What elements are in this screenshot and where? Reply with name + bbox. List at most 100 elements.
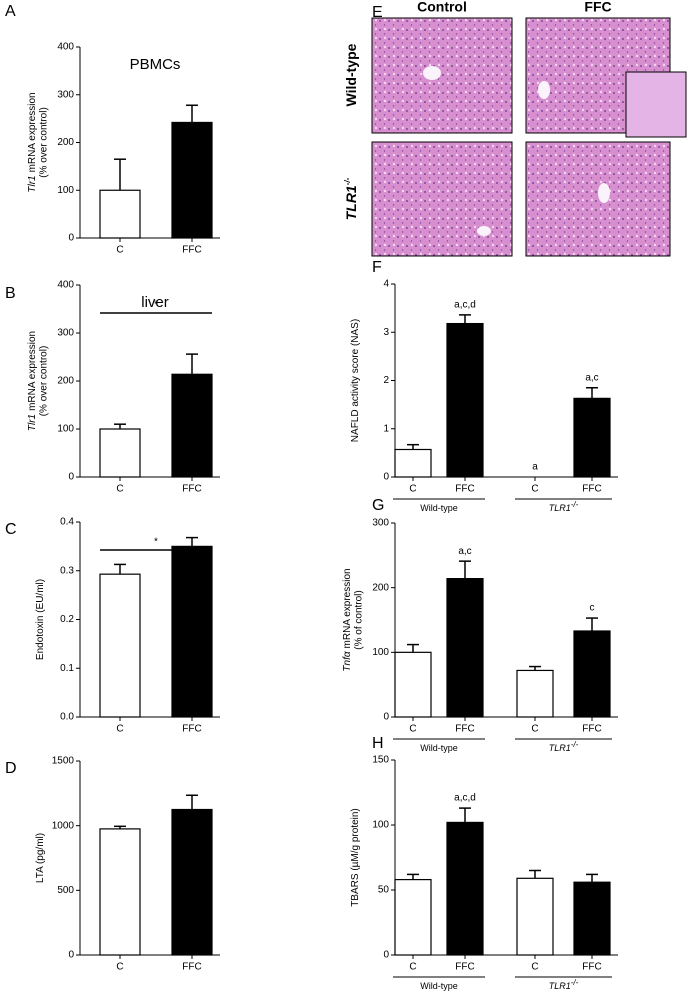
annotation: a,c,d — [454, 793, 476, 804]
panel-letter: B — [5, 285, 16, 302]
y-tick-label: 4 — [383, 279, 389, 290]
y-axis-label: Tlr1 mRNA expression — [27, 331, 38, 431]
y-axis-label-part: NAFLD activity score (NAS) — [350, 319, 361, 442]
x-tick-label: FFC — [582, 484, 601, 495]
bar — [516, 669, 554, 718]
y-tick-label: 300 — [372, 518, 389, 529]
row-label: Wild-type — [343, 43, 359, 106]
y-axis-label: LTA (pg/ml) — [35, 833, 46, 883]
y-axis-label-part: LTA (pg/ml) — [35, 833, 46, 883]
y-tick-label: 50 — [378, 885, 390, 896]
bar — [171, 808, 213, 956]
group-label: TLR1-/- — [549, 500, 579, 513]
y-tick-label: 0 — [68, 950, 74, 961]
group-label-main: Wild-type — [420, 503, 458, 513]
x-tick-label: C — [116, 962, 123, 973]
x-tick-label: FFC — [182, 724, 201, 735]
x-tick-label: FFC — [455, 724, 474, 735]
group-label-sup: -/- — [571, 978, 579, 987]
y-axis-label-part: mRNA expression — [342, 568, 353, 648]
y-axis-label-part: TBARS (µM/g protein) — [350, 808, 361, 907]
image-control-wt — [371, 17, 513, 134]
y-axis-label-part: mRNA expression — [27, 92, 38, 172]
column-label: Control — [417, 0, 467, 15]
y-tick-label: 2 — [383, 375, 389, 386]
row-label-main: Wild-type — [343, 43, 359, 106]
panel-letter: F — [372, 259, 382, 276]
y-tick-label: 0 — [383, 712, 389, 723]
y-tick-label: 3 — [383, 327, 389, 338]
bar — [516, 877, 554, 956]
y-tick-label: 1500 — [52, 756, 75, 767]
group-label-main: TLR1 — [549, 503, 571, 513]
y-axis-label: (% of control) — [354, 590, 365, 649]
annotation: a — [532, 462, 538, 473]
y-axis-label-part: Tlr1 — [27, 414, 38, 431]
y-axis-label: (% over control) — [39, 346, 50, 417]
bar — [573, 881, 611, 956]
annotation: a,c — [458, 546, 471, 557]
group-label: TLR1-/- — [549, 740, 579, 753]
y-tick-label: 200 — [57, 137, 74, 148]
group-label-main: TLR1 — [549, 981, 571, 991]
group-label: Wild-type — [420, 981, 458, 991]
y-tick-label: 500 — [57, 885, 74, 896]
group-label: Wild-type — [420, 743, 458, 753]
row-label-sup: -/- — [343, 177, 352, 185]
chart-title: PBMCs — [130, 56, 181, 73]
bar — [446, 322, 484, 478]
bar — [446, 578, 484, 718]
bar — [573, 397, 611, 478]
x-tick-label: C — [531, 724, 538, 735]
image-control-tlr1 — [371, 141, 513, 257]
y-tick-label: 1 — [383, 423, 389, 434]
y-tick-label: 0.3 — [60, 565, 74, 576]
x-tick-label: C — [531, 484, 538, 495]
bar — [394, 448, 432, 478]
group-label: TLR1-/- — [549, 978, 579, 991]
bar — [394, 651, 432, 718]
y-tick-label: 400 — [57, 280, 74, 291]
row-label: TLR1-/- — [343, 177, 359, 220]
column-label: FFC — [584, 0, 611, 15]
y-axis-label: NAFLD activity score (NAS) — [350, 319, 361, 442]
x-tick-label: C — [116, 724, 123, 735]
x-tick-label: C — [531, 962, 538, 973]
panel-letter: E — [372, 4, 383, 21]
y-tick-label: 0.2 — [60, 614, 74, 625]
image-inset — [625, 71, 687, 138]
group-label-main: TLR1 — [549, 743, 571, 753]
panel-letter: H — [372, 735, 384, 752]
bar — [171, 545, 213, 718]
x-tick-label: FFC — [582, 962, 601, 973]
y-axis-label: TBARS (µM/g protein) — [350, 808, 361, 907]
y-tick-label: 0 — [383, 950, 389, 961]
bar — [573, 630, 611, 718]
bar — [99, 428, 141, 478]
group-label-main: Wild-type — [420, 981, 458, 991]
y-axis-label-part: Tnfα — [342, 651, 353, 671]
group-label-sup: -/- — [571, 500, 579, 509]
annotation: c — [590, 603, 595, 614]
group-label: Wild-type — [420, 503, 458, 513]
annotation: a,c — [585, 372, 598, 383]
y-axis-label: Tnfα mRNA expression — [342, 568, 353, 671]
y-tick-label: 100 — [372, 820, 389, 831]
x-tick-label: FFC — [182, 962, 201, 973]
y-tick-label: 1000 — [52, 820, 75, 831]
bar — [446, 821, 484, 956]
group-label-main: Wild-type — [420, 743, 458, 753]
x-tick-label: FFC — [182, 245, 201, 256]
x-tick-label: C — [116, 484, 123, 495]
y-axis-label: Endotoxin (EU/ml) — [35, 579, 46, 660]
y-tick-label: 0.0 — [60, 712, 74, 723]
y-tick-label: 0.1 — [60, 663, 74, 674]
x-tick-label: C — [409, 962, 416, 973]
x-tick-label: FFC — [182, 484, 201, 495]
y-tick-label: 0.4 — [60, 517, 74, 528]
bar — [99, 189, 141, 239]
chart-title: liver — [141, 294, 169, 311]
panel-letter: G — [372, 497, 384, 514]
y-tick-label: 200 — [57, 376, 74, 387]
